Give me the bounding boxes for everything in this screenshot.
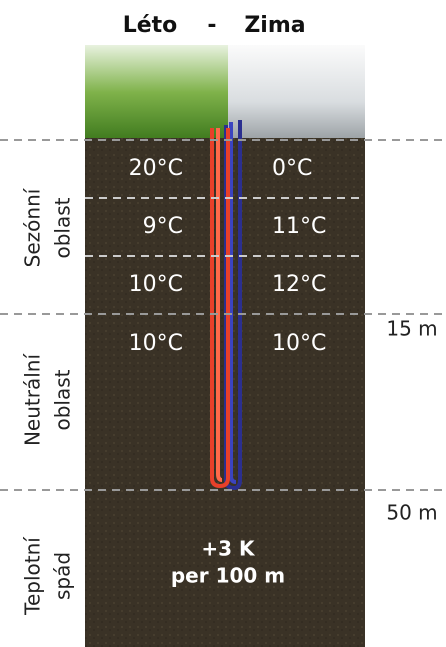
depth-label: 15 m [386, 317, 437, 341]
frozen-grass [228, 45, 365, 140]
pipe [210, 120, 242, 491]
winter-temp: 11°C [272, 214, 326, 239]
winter-temp: 0°C [272, 156, 312, 181]
zone-label: spád [51, 552, 75, 600]
summer-temp: 9°C [143, 214, 183, 239]
zone-label: Neutrální [21, 353, 45, 446]
depth-label: 50 m [386, 501, 437, 525]
winter-temp: 10°C [272, 331, 326, 356]
summer-grass [85, 45, 228, 140]
summer-temp: 20°C [129, 156, 183, 181]
winter-header: Zima [244, 13, 305, 38]
summer-temp: 10°C [129, 331, 183, 356]
zone-label: Teplotní [21, 536, 45, 616]
gradient-label: +3 K [201, 537, 256, 561]
zone-label: oblast [51, 369, 75, 430]
summer-temp: 10°C [129, 272, 183, 297]
gradient-label: per 100 m [171, 564, 285, 588]
winter-temp: 12°C [272, 272, 326, 297]
zone-label: Sezónní [21, 187, 45, 267]
dividers [0, 139, 446, 491]
summer-header: Léto [123, 13, 178, 38]
zone-label: oblast [51, 197, 75, 258]
separator: - [207, 13, 216, 38]
